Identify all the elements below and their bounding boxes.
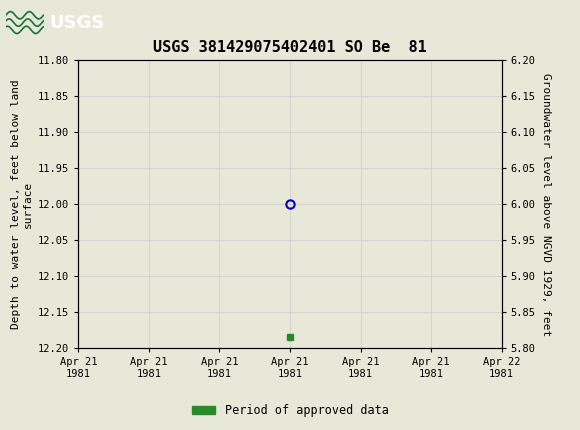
Y-axis label: Depth to water level, feet below land
surface: Depth to water level, feet below land su… bbox=[11, 80, 32, 329]
Legend: Period of approved data: Period of approved data bbox=[187, 399, 393, 422]
Title: USGS 381429075402401 SO Be  81: USGS 381429075402401 SO Be 81 bbox=[153, 40, 427, 55]
Text: USGS: USGS bbox=[49, 14, 104, 31]
Y-axis label: Groundwater level above NGVD 1929, feet: Groundwater level above NGVD 1929, feet bbox=[541, 73, 551, 336]
